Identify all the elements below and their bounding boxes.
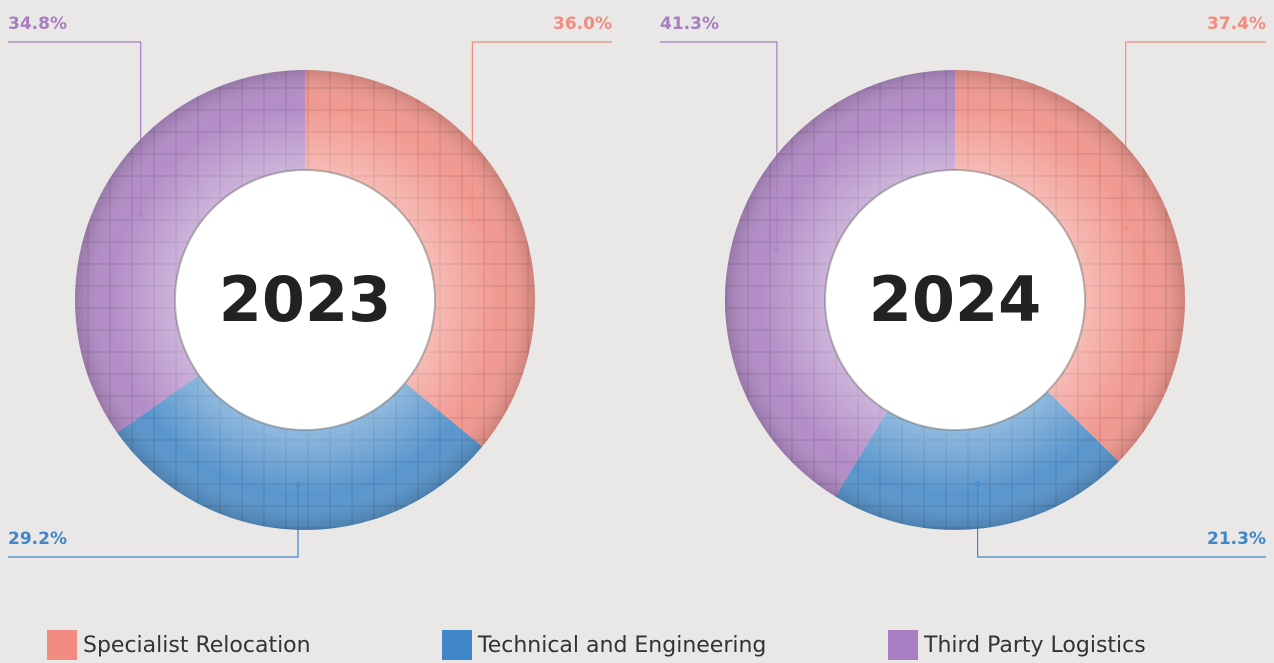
legend-label: Specialist Relocation: [83, 633, 311, 658]
legend-swatch: [442, 630, 472, 660]
value-label: 37.4%: [1207, 14, 1266, 34]
value-label: 34.8%: [8, 14, 67, 34]
center-title: 2023: [219, 263, 392, 336]
legend-label: Third Party Logistics: [923, 633, 1146, 658]
value-label: 36.0%: [553, 14, 612, 34]
chart: 36.0% 29.2% 34.8% 2023 37.4% 21.3% 41.3% 2024 Sp…: [0, 0, 1274, 663]
value-label: 41.3%: [660, 14, 719, 34]
center-title: 2024: [869, 263, 1042, 336]
value-label: 29.2%: [8, 529, 67, 549]
legend-swatch: [888, 630, 918, 660]
value-label: 21.3%: [1207, 529, 1266, 549]
legend-label: Technical and Engineering: [477, 633, 766, 658]
legend-swatch: [47, 630, 77, 660]
